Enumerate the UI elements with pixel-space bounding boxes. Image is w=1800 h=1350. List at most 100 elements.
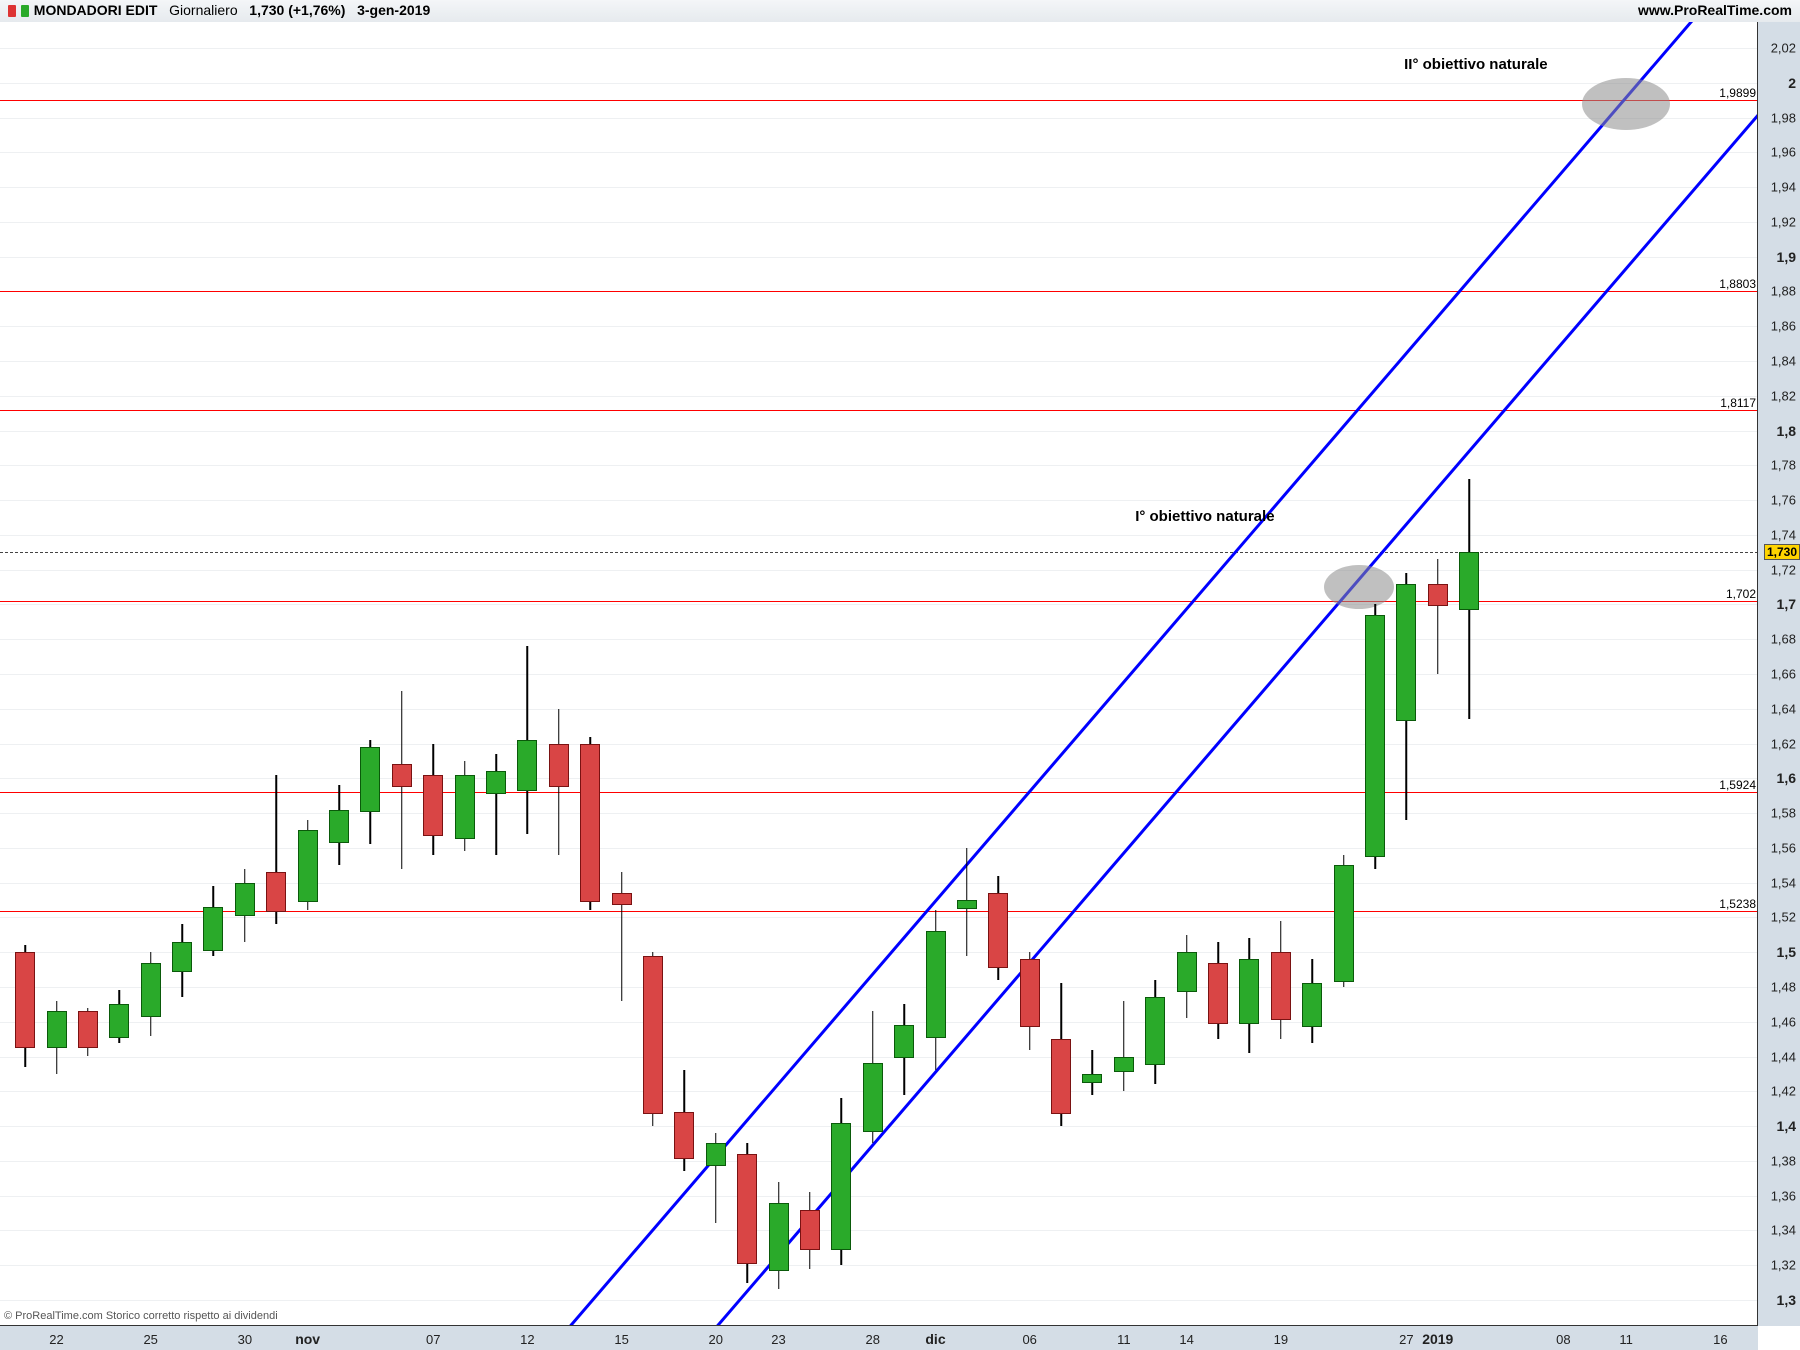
- y-tick: 1,5: [1777, 944, 1796, 960]
- candle-body[interactable]: [800, 1210, 820, 1250]
- candle-body[interactable]: [549, 744, 569, 788]
- y-tick: 1,76: [1771, 493, 1796, 508]
- candle-body[interactable]: [235, 883, 255, 916]
- x-tick: 20: [709, 1332, 723, 1347]
- candle-body[interactable]: [78, 1011, 98, 1048]
- y-tick: 1,94: [1771, 180, 1796, 195]
- candle-body[interactable]: [329, 810, 349, 843]
- candle-body[interactable]: [737, 1154, 757, 1264]
- y-tick: 1,4: [1777, 1118, 1796, 1134]
- x-tick: 30: [238, 1332, 252, 1347]
- candle-body[interactable]: [831, 1123, 851, 1250]
- y-tick: 1,74: [1771, 527, 1796, 542]
- candle-body[interactable]: [1177, 952, 1197, 992]
- candle-body[interactable]: [1208, 963, 1228, 1024]
- y-tick: 2,02: [1771, 41, 1796, 56]
- candle-icon-dn: [8, 5, 16, 17]
- y-tick: 1,8: [1777, 423, 1796, 439]
- candle-body[interactable]: [1271, 952, 1291, 1020]
- target-marker[interactable]: [1582, 78, 1670, 130]
- candle-icon-up: [21, 5, 29, 17]
- candle-body[interactable]: [1365, 615, 1385, 857]
- annotation-label: I° obiettivo naturale: [1055, 508, 1275, 525]
- candle-body[interactable]: [926, 931, 946, 1037]
- candle-body[interactable]: [486, 771, 506, 794]
- candle-body[interactable]: [1145, 997, 1165, 1065]
- x-tick: 06: [1022, 1332, 1036, 1347]
- candle-body[interactable]: [612, 893, 632, 905]
- candle-body[interactable]: [172, 942, 192, 972]
- y-tick: 1,72: [1771, 562, 1796, 577]
- candle-body[interactable]: [1428, 584, 1448, 607]
- candle-body[interactable]: [392, 764, 412, 787]
- x-tick: 11: [1117, 1332, 1131, 1347]
- candle-body[interactable]: [1020, 959, 1040, 1027]
- candle-body[interactable]: [643, 956, 663, 1114]
- resistance-line[interactable]: [0, 100, 1758, 101]
- y-tick: 1,64: [1771, 701, 1796, 716]
- y-tick: 1,84: [1771, 354, 1796, 369]
- candle-body[interactable]: [203, 907, 223, 951]
- candle-body[interactable]: [957, 900, 977, 909]
- candle-body[interactable]: [1459, 552, 1479, 610]
- candle-body[interactable]: [266, 872, 286, 912]
- candle-body[interactable]: [141, 963, 161, 1017]
- target-marker[interactable]: [1324, 565, 1394, 609]
- candle-body[interactable]: [1239, 959, 1259, 1024]
- resistance-line[interactable]: [0, 601, 1758, 602]
- header-date: 3-gen-2019: [357, 2, 430, 18]
- candle-body[interactable]: [580, 744, 600, 902]
- y-tick: 1,32: [1771, 1258, 1796, 1273]
- y-tick: 1,78: [1771, 458, 1796, 473]
- candle-body[interactable]: [894, 1025, 914, 1058]
- candle-body[interactable]: [1334, 865, 1354, 982]
- candle-body[interactable]: [674, 1112, 694, 1159]
- candle-body[interactable]: [15, 952, 35, 1048]
- y-tick: 2: [1788, 75, 1796, 91]
- candle-body[interactable]: [455, 775, 475, 840]
- candle-body[interactable]: [298, 830, 318, 902]
- resistance-line[interactable]: [0, 291, 1758, 292]
- y-axis[interactable]: 2,0221,981,961,941,921,91,881,861,841,82…: [1757, 22, 1800, 1326]
- resistance-line[interactable]: [0, 792, 1758, 793]
- candle-body[interactable]: [1396, 584, 1416, 722]
- candle-body[interactable]: [863, 1063, 883, 1131]
- annotation-label: II° obiettivo naturale: [1328, 56, 1548, 73]
- y-tick: 1,58: [1771, 806, 1796, 821]
- candle-wick: [1123, 1001, 1125, 1091]
- header-price: 1,730: [249, 2, 284, 18]
- y-tick: 1,86: [1771, 319, 1796, 334]
- candle-body[interactable]: [517, 740, 537, 791]
- y-tick: 1,82: [1771, 388, 1796, 403]
- x-tick: 16: [1713, 1332, 1727, 1347]
- resistance-label: 1,5238: [1719, 897, 1756, 911]
- y-tick: 1,42: [1771, 1084, 1796, 1099]
- x-axis[interactable]: 222530nov071215202328dic0611141927201908…: [0, 1325, 1758, 1350]
- candle-body[interactable]: [1051, 1039, 1071, 1114]
- candle-body[interactable]: [988, 893, 1008, 968]
- x-tick: 08: [1556, 1332, 1570, 1347]
- candle-body[interactable]: [423, 775, 443, 836]
- candle-body[interactable]: [1302, 983, 1322, 1027]
- x-tick: 28: [865, 1332, 879, 1347]
- candle-body[interactable]: [706, 1143, 726, 1166]
- candle-body[interactable]: [1082, 1074, 1102, 1083]
- candle-body[interactable]: [109, 1004, 129, 1037]
- header-symbol: MONDADORI EDIT: [34, 2, 158, 18]
- candle-body[interactable]: [1114, 1057, 1134, 1073]
- candle-body[interactable]: [47, 1011, 67, 1048]
- y-tick: 1,46: [1771, 1014, 1796, 1029]
- y-tick: 1,98: [1771, 110, 1796, 125]
- resistance-line[interactable]: [0, 911, 1758, 912]
- header-brand: www.ProRealTime.com: [1638, 2, 1792, 18]
- y-tick: 1,96: [1771, 145, 1796, 160]
- resistance-label: 1,702: [1726, 587, 1756, 601]
- candle-body[interactable]: [769, 1203, 789, 1271]
- candle-body[interactable]: [360, 747, 380, 812]
- resistance-line[interactable]: [0, 410, 1758, 411]
- price-chart[interactable]: 1,98991,88031,81171,7021,59241,5238I° ob…: [0, 22, 1758, 1326]
- y-tick: 1,88: [1771, 284, 1796, 299]
- x-tick: 15: [614, 1332, 628, 1347]
- x-tick: 12: [520, 1332, 534, 1347]
- header-timeframe: Giornaliero: [169, 2, 237, 18]
